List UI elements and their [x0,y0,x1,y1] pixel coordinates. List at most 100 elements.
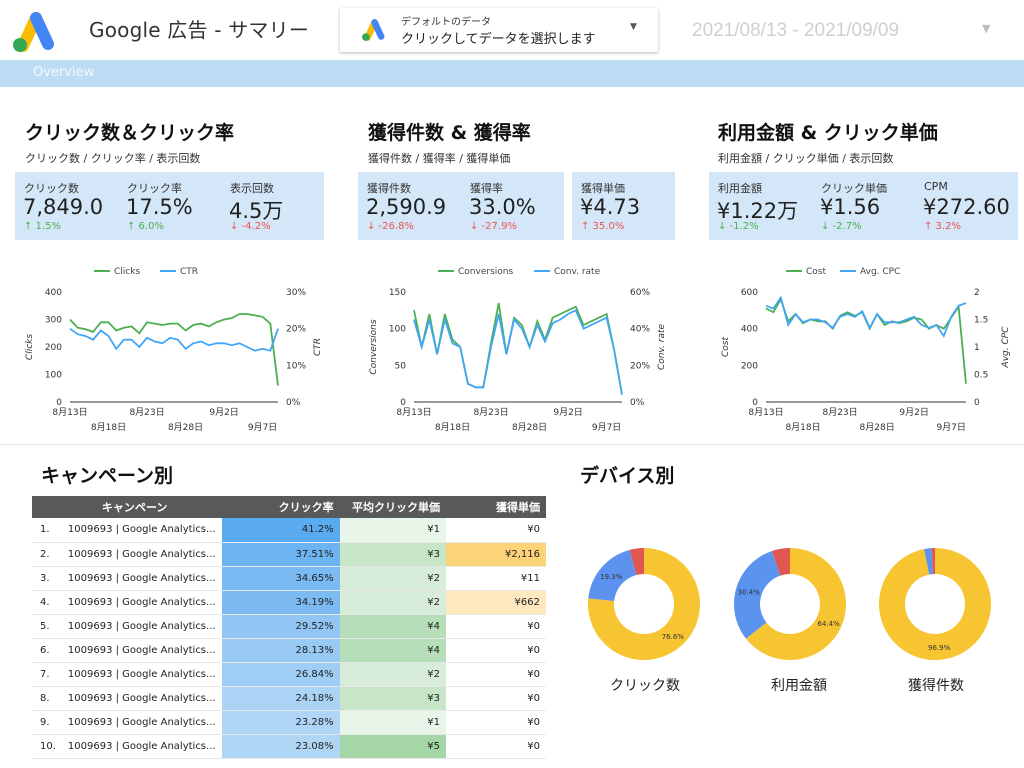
legend-label: Clicks [114,267,140,277]
table-row[interactable]: 3. 1009693 | Google Analytics... 34.65% ¥2 ¥… [32,566,546,591]
x-tick-label: 9月7日 [936,422,965,433]
slice-label: 76.6% [662,633,685,641]
campaign-section-title: キャンペーン別 [41,465,174,487]
campaign-name: 1009693 | Google Analytics... [61,686,222,711]
y-left-tick-label: 50 [395,361,407,371]
kpi-value: ¥1.56 [820,195,881,219]
pie-slice [931,548,935,575]
kpi-change: ↑ 35.0% [581,221,625,232]
y-left-axis-label: Cost [721,337,731,357]
x-tick-label: 8月23日 [129,407,164,418]
y-right-tick-label: 0.5 [974,371,988,381]
x-tick-label: 8月13日 [748,407,783,418]
donut-chart-clicks: 76.6% 19.3% [587,548,700,660]
x-tick-label: 8月18日 [785,422,820,433]
kpi-card: 表示回数 4.5万 ↓ -4.2% [221,172,324,240]
cpa-cell: ¥0 [446,662,546,687]
table-row[interactable]: 10. 1009693 | Google Analytics... 23.08% ¥5… [32,734,546,759]
table-row[interactable]: 9. 1009693 | Google Analytics... 23.28% ¥1 ¥… [32,710,546,735]
table-row[interactable]: 5. 1009693 | Google Analytics... 29.52% ¥4 ¥… [32,614,546,639]
kpi-label: 獲得単価 [581,182,625,195]
y-right-tick-label: 0% [286,398,301,408]
kpi-label: 獲得率 [470,182,503,195]
kpi-value: ¥272.60 [923,195,1010,219]
tab-overview[interactable]: Overview [33,65,95,80]
slice-label: 30.4% [738,589,761,597]
kpi-change: ↓ -1.2% [718,221,759,232]
x-tick-label: 8月18日 [435,422,470,433]
data-source-selector[interactable]: デフォルトのデータ クリックしてデータを選択します ▼ [340,8,658,52]
avg-cpc-cell: ¥3 [339,686,446,711]
x-tick-label: 8月13日 [396,407,431,418]
avg-cpc-cell: ¥2 [339,662,446,687]
donut-chart-conversions: 96.9% [879,548,992,660]
column-header-avg-cpc[interactable]: 平均クリック単価 [339,496,446,518]
y-left-tick-label: 300 [45,316,62,326]
section-title: 利用金額 & クリック単価 [718,122,938,144]
x-tick-label: 8月23日 [822,407,857,418]
donut-chart-cost: 64.4% 30.4% [734,548,847,660]
table-row[interactable]: 7. 1009693 | Google Analytics... 26.84% ¥2 ¥… [32,662,546,687]
chevron-down-icon[interactable]: ▼ [982,22,991,35]
row-index: 3. [32,566,62,591]
row-index: 5. [32,614,62,639]
y-right-tick-label: 20% [286,325,306,335]
slice-label: 19.3% [600,573,623,581]
table-row[interactable]: 2. 1009693 | Google Analytics... 37.51% ¥3 ¥… [32,542,546,567]
ctr-cell: 34.19% [221,590,340,615]
column-header-index [32,496,62,518]
ctr-cell: 34.65% [221,566,340,591]
y-right-tick-label: 2 [974,288,980,298]
x-tick-label: 8月28日 [860,422,895,433]
date-range-picker[interactable]: 2021/08/13 - 2021/09/09 [692,20,900,41]
ctr-cell: 41.2% [221,518,340,543]
pie-slice [629,548,644,575]
kpi-label: 獲得件数 [367,182,411,195]
section-subtitle: 利用金額 / クリック単価 / 表示回数 [718,152,894,165]
kpi-card: 利用金額 ¥1.22万 ↓ -1.2% [709,172,812,240]
table-row[interactable]: 6. 1009693 | Google Analytics... 28.13% ¥4 ¥… [32,638,546,663]
kpi-change: ↓ -27.9% [470,221,517,232]
y-left-tick-label: 200 [741,361,758,371]
column-header-cpa[interactable]: 獲得単価 [446,496,546,518]
selector-prompt: クリックしてデータを選択します [401,32,596,47]
y-left-axis-label: Clicks [25,334,35,360]
cost-cpc-chart: Cost Avg. CPC 0 200 400 600 0 0.5 1 1.5 2 Cost Avg. … [721,267,1011,433]
x-tick-label: 8月18日 [91,422,126,433]
y-left-tick-label: 0 [752,398,758,408]
kpi-change: ↑ 3.2% [924,221,961,232]
row-index: 10. [32,734,62,759]
table-row[interactable]: 8. 1009693 | Google Analytics... 24.18% ¥3 ¥… [32,686,546,711]
kpi-label: クリック率 [127,182,182,195]
row-index: 2. [32,542,62,567]
y-left-tick-label: 100 [45,371,62,381]
kpi-card: 獲得率 33.0% ↓ -27.9% [461,172,564,240]
legend-label: Avg. CPC [860,267,900,277]
legend-label: Cost [806,267,826,277]
cpa-cell: ¥11 [446,566,546,591]
google-ads-logo-icon [13,12,54,52]
kpi-value: 33.0% [469,195,536,219]
table-row[interactable]: 4. 1009693 | Google Analytics... 34.19% ¥2 ¥… [32,590,546,615]
section-subtitle: 獲得件数 / 獲得率 / 獲得単価 [368,152,511,165]
y-left-axis-label: Conversions [369,319,379,374]
kpi-card: 獲得単価 ¥4.73 ↑ 35.0% [572,172,675,240]
cpa-cell: ¥0 [446,710,546,735]
y-left-tick-label: 100 [389,325,406,335]
kpi-change: ↓ -4.2% [230,221,271,232]
chart-legend: Cost Avg. CPC [786,267,900,277]
row-index: 7. [32,662,62,687]
y-right-axis-label: Avg. CPC [1001,326,1011,369]
table-row[interactable]: 1. 1009693 | Google Analytics... 41.2% ¥1 ¥0 [32,518,546,543]
chevron-down-icon: ▼ [630,22,637,32]
section-title: クリック数＆クリック率 [25,122,235,144]
cpa-cell: ¥0 [446,518,546,543]
x-tick-label: 9月2日 [209,407,238,418]
column-header-campaign[interactable]: キャンペーン [61,496,222,518]
pie-slice [879,548,992,660]
column-header-ctr[interactable]: クリック率 [221,496,340,518]
donut-label: クリック数 [610,678,680,694]
avg-cpc-cell: ¥3 [339,542,446,567]
page-title: Google 広告 - サマリー [89,18,310,42]
